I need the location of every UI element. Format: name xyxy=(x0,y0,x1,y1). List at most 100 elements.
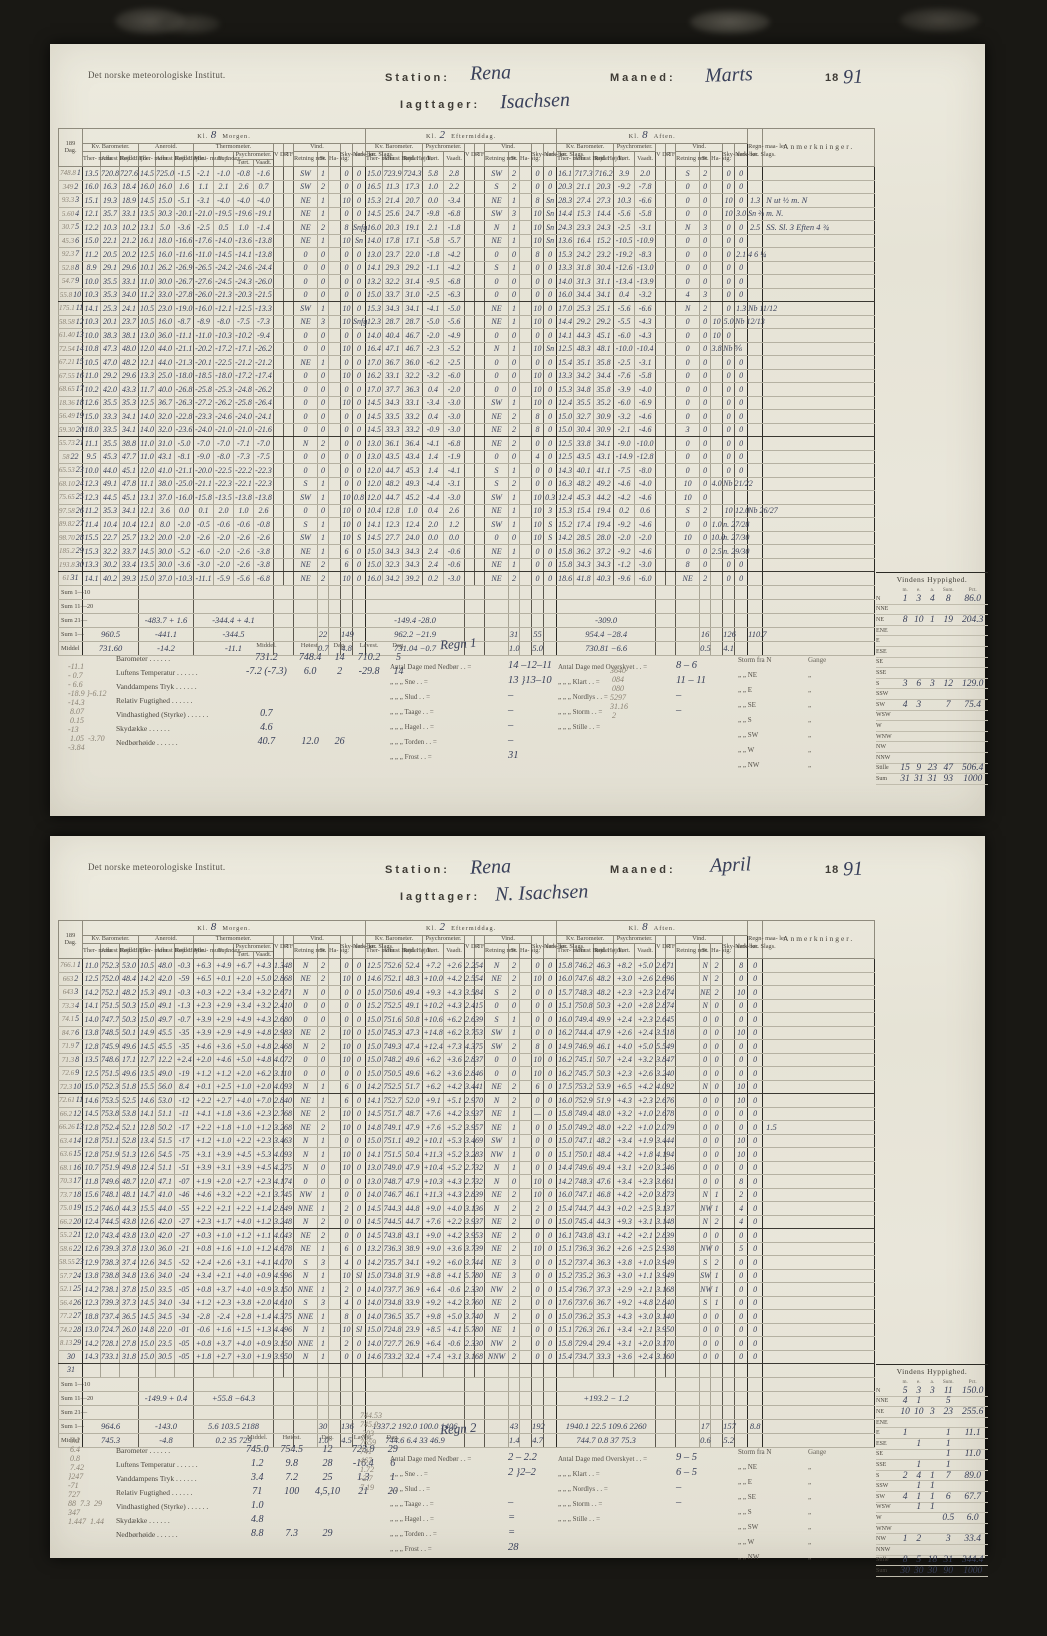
cell: Nb 26/27 xyxy=(747,504,778,519)
cell: +55.8 −64.3 xyxy=(193,1390,274,1406)
cell: 3.950 xyxy=(273,1350,292,1365)
cell: 746.0 xyxy=(100,1201,120,1216)
cell: +4.2 xyxy=(634,1080,656,1095)
cell xyxy=(655,436,666,451)
cell xyxy=(351,1376,366,1392)
cell: 48.4 xyxy=(593,1147,614,1162)
cell: -4.3 xyxy=(634,328,656,343)
cell xyxy=(519,409,532,424)
cell: 0 xyxy=(722,423,735,438)
cell: S xyxy=(543,531,557,546)
cell: 18.0 xyxy=(155,234,175,249)
cell xyxy=(710,1418,723,1434)
cell: 0 xyxy=(317,504,329,519)
cell: +2.8 xyxy=(634,999,656,1014)
cell: 733.1 xyxy=(100,1350,120,1365)
wind-row: ESE 1 1 xyxy=(876,1438,988,1450)
cell xyxy=(762,1147,875,1162)
cell xyxy=(675,1134,700,1149)
cell: -17.6 xyxy=(193,234,214,249)
cell: 33.5 xyxy=(155,1282,175,1297)
cell xyxy=(474,1012,485,1027)
cell: 8 xyxy=(734,958,748,973)
cell: -18.0 xyxy=(174,369,194,384)
cell: 10 xyxy=(340,1147,353,1162)
cell: 0 xyxy=(351,1255,366,1270)
cell: +7.0 xyxy=(253,1093,274,1108)
cell xyxy=(283,328,294,343)
cell: 14.3 xyxy=(82,1350,101,1365)
cell: NE xyxy=(293,220,318,235)
cell: NE xyxy=(699,985,711,1000)
cell xyxy=(464,598,485,614)
cell: 14.1 xyxy=(365,1147,383,1162)
cell xyxy=(519,1282,532,1297)
cell xyxy=(519,1201,532,1216)
cell: 0 xyxy=(351,1147,366,1162)
wind-row: Stille 8 5 18 31 344.4 xyxy=(876,1555,988,1567)
cell: 13.0 xyxy=(365,450,383,465)
cell xyxy=(464,193,475,208)
cell: -21.6 xyxy=(253,423,274,438)
cell xyxy=(273,477,284,492)
cell: +3.2 xyxy=(213,1188,234,1203)
cell: 12.3 xyxy=(82,477,101,492)
cell: 25.3 xyxy=(573,301,594,316)
cell: 49.2 xyxy=(402,1134,423,1149)
cell: 12.0 xyxy=(138,342,156,357)
wind-row: Sum 31 31 31 93 1000 xyxy=(876,773,988,785)
cell: +4.3 xyxy=(253,1012,274,1027)
cell: S xyxy=(293,477,318,492)
cell: 14.2 xyxy=(556,1174,574,1189)
cell: 3.744 xyxy=(464,1255,483,1270)
cell: 47.9 xyxy=(402,1174,423,1189)
cell xyxy=(675,1053,700,1068)
cell: SW xyxy=(484,396,509,411)
cell: 46.1 xyxy=(593,1039,614,1054)
cell: NW xyxy=(484,1282,509,1297)
cell: -22.2 xyxy=(233,463,254,478)
cell xyxy=(484,1390,509,1406)
cell: 0 xyxy=(531,1026,544,1041)
cell: 48.0 xyxy=(155,958,175,973)
cell xyxy=(655,180,666,195)
cell xyxy=(762,584,875,600)
cell: 3.283 xyxy=(464,1147,483,1162)
cell xyxy=(519,261,532,276)
cell: 0 xyxy=(340,463,353,478)
cell: 0 xyxy=(317,1053,329,1068)
cell: -11.1 xyxy=(174,328,194,343)
cell xyxy=(351,1363,366,1378)
cell: -11 xyxy=(174,1107,194,1122)
cell xyxy=(519,1053,532,1068)
cell xyxy=(665,247,676,262)
cell: 37.3 xyxy=(119,1296,139,1311)
stat-row: Vanddampens Tryk . . . . . . 3.4 7.2 25 1.3 1 xyxy=(116,1472,396,1483)
cell: 16.0 xyxy=(556,288,574,303)
cell: 0 xyxy=(699,1134,711,1149)
table-row: 66.212 14.5 753.8 53.8 14.1 51.1 -11 +4.1 +1.8 +3… xyxy=(58,1107,875,1122)
cell: 1 xyxy=(317,207,329,222)
cell: 35.5 xyxy=(100,274,120,289)
cell: 16.0 xyxy=(556,1012,574,1027)
cell: -5.2 xyxy=(174,544,194,559)
cell: NE xyxy=(484,1242,509,1257)
cell: S xyxy=(675,166,700,181)
cell: 0 xyxy=(747,1188,763,1203)
cell: 0 xyxy=(699,531,711,546)
cell xyxy=(464,612,485,628)
cell xyxy=(519,1026,532,1041)
cell: 14.4 xyxy=(556,1161,574,1176)
cell xyxy=(474,328,485,343)
cell: N xyxy=(484,958,509,973)
cell: 0 xyxy=(734,193,748,208)
cell: 727.7 xyxy=(382,1336,403,1351)
cell xyxy=(734,342,748,357)
cell: 30.5 xyxy=(155,1350,175,1365)
cell: 14.1 xyxy=(138,1107,156,1122)
cell xyxy=(328,1053,341,1068)
cell xyxy=(519,1012,532,1027)
scan-artifact xyxy=(690,10,770,34)
cell: -17.1 xyxy=(233,342,254,357)
cell: -21.2 xyxy=(253,355,274,370)
